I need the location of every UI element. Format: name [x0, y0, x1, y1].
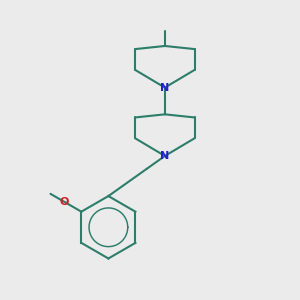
Text: O: O — [60, 197, 69, 207]
Text: N: N — [160, 82, 170, 93]
Text: N: N — [160, 151, 170, 161]
